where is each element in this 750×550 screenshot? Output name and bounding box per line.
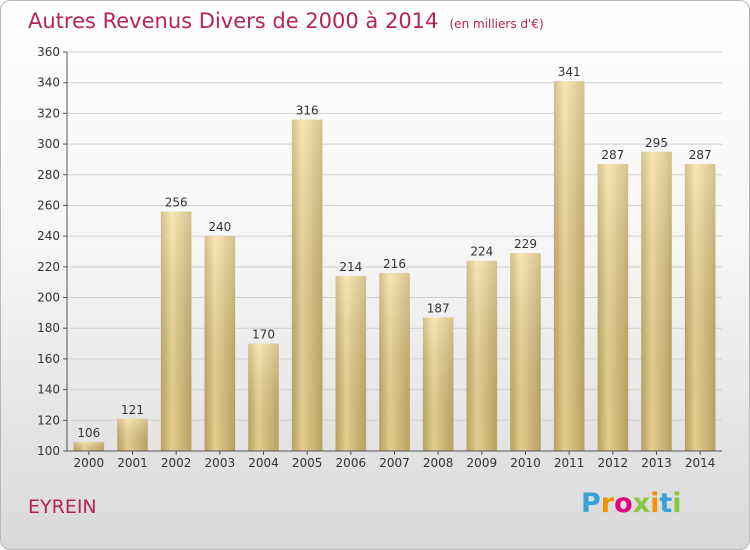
y-tick-label: 120 [37, 413, 60, 427]
x-tick-label: 2003 [205, 456, 236, 470]
logo-letter: x [632, 488, 651, 519]
bar-shade [335, 276, 367, 451]
y-tick-label: 240 [37, 229, 60, 243]
title-text: Autres Revenus Divers de 2000 à 2014 [28, 9, 439, 33]
x-tick-label: 2001 [117, 456, 148, 470]
x-tick-label: 2004 [248, 456, 279, 470]
bar-value-label: 214 [339, 260, 362, 274]
bar-shade [422, 317, 454, 451]
bar-value-label: 295 [645, 136, 668, 150]
bar-value-label: 224 [470, 245, 493, 259]
x-tick-label: 2006 [336, 456, 367, 470]
y-tick-label: 100 [37, 444, 60, 458]
logo-letter: i [650, 488, 660, 519]
bar-shade [553, 81, 585, 452]
title-unit: (en milliers d'€) [449, 17, 544, 31]
bar-shade [204, 236, 236, 451]
logo-letter: P [581, 488, 601, 519]
bar-shade [466, 260, 498, 451]
x-tick-label: 2014 [685, 456, 716, 470]
bar-shade [379, 272, 410, 451]
bar-shade [510, 253, 541, 451]
bar-shade [684, 164, 716, 451]
bar-value-label: 121 [121, 403, 144, 417]
y-tick-label: 200 [37, 291, 60, 305]
x-tick-label: 2009 [467, 456, 498, 470]
bar-shade [641, 151, 672, 451]
x-tick-label: 2008 [423, 456, 454, 470]
x-tick-label: 2005 [292, 456, 323, 470]
y-tick-label: 280 [37, 168, 60, 182]
x-tick-label: 2012 [598, 456, 629, 470]
x-tick-label: 2013 [641, 456, 672, 470]
y-tick-label: 160 [37, 352, 60, 366]
axes: 100 120 140 160 180 200 220 240 260 280 300 320 340 3… [37, 45, 722, 470]
chart-title: Autres Revenus Divers de 2000 à 2014 (en… [28, 9, 544, 33]
bar-shade [291, 119, 323, 452]
x-tick-label: 2000 [74, 456, 105, 470]
x-tick-label: 2011 [554, 456, 585, 470]
bar-value-label: 287 [601, 148, 624, 162]
bar-shade [73, 441, 105, 451]
place-name: EYREIN [28, 496, 97, 518]
bar-shade [117, 418, 148, 451]
y-tick-label: 300 [37, 137, 60, 151]
y-tick-label: 140 [37, 383, 60, 397]
logo-letter: i [672, 488, 682, 519]
bar-shade [597, 164, 629, 451]
bar-value-label: 216 [383, 257, 406, 271]
x-tick-label: 2002 [161, 456, 192, 470]
y-tick-label: 320 [37, 106, 60, 120]
y-tick-label: 260 [37, 198, 60, 212]
x-tick-label: 2007 [379, 456, 410, 470]
y-tick-label: 220 [37, 260, 60, 274]
bar-value-label: 341 [558, 65, 581, 79]
y-tick-label: 360 [37, 45, 60, 59]
logo-letter: t [659, 488, 673, 519]
proxiti-logo: Proxiti [581, 488, 682, 519]
logo-letter: r [600, 488, 615, 519]
bar-value-label: 229 [514, 237, 537, 251]
bar-value-label: 256 [165, 196, 188, 210]
bar-shade [248, 343, 279, 451]
logo-letter: o [614, 488, 633, 519]
bars: 106 121 256 240 170 316 214 216 187 224 229 341 287 2… [73, 65, 716, 452]
bar-value-label: 106 [77, 426, 100, 440]
y-tick-label: 180 [37, 321, 60, 335]
bar-value-label: 187 [427, 301, 450, 315]
bar-value-label: 316 [296, 104, 319, 118]
bar-value-label: 240 [208, 220, 231, 234]
bar-shade [160, 211, 192, 451]
y-tick-label: 340 [37, 76, 60, 90]
x-tick-label: 2010 [510, 456, 541, 470]
bar-value-label: 287 [689, 148, 712, 162]
bar-value-label: 170 [252, 328, 275, 342]
